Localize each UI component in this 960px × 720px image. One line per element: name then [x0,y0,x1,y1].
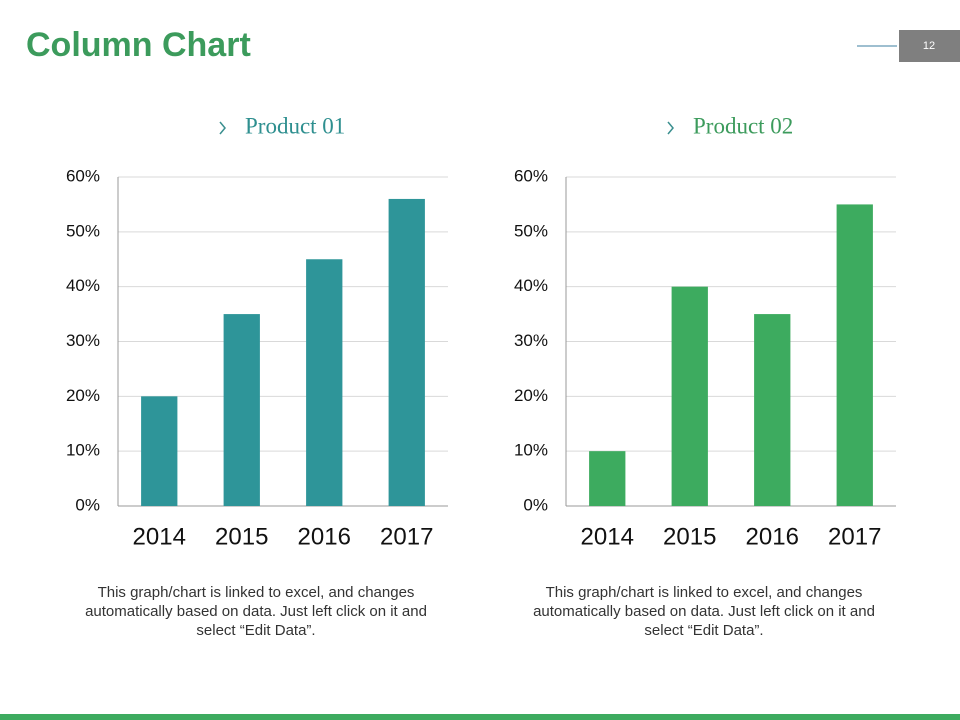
page-number-box [899,30,960,62]
y-tick-label: 20% [514,386,548,405]
bottom-bar [0,714,960,720]
x-tick-label: 2016 [746,523,799,550]
bar [754,314,791,506]
x-tick-label: 2017 [828,523,881,550]
chart-title: Product 01 [245,113,345,138]
bar [223,314,260,506]
y-tick-label: 60% [66,166,100,185]
y-tick-label: 30% [514,331,548,350]
y-tick-label: 0% [523,495,548,514]
x-tick-label: 2014 [133,523,186,550]
x-tick-label: 2015 [215,523,268,550]
title-chevron [667,121,674,135]
caption: This graph/chart is linked to excel, and… [85,584,427,639]
bar [141,396,178,506]
title-chevron [219,121,226,135]
y-tick-label: 20% [66,386,100,405]
chart-title: Product 02 [693,113,793,138]
y-tick-label: 30% [66,331,100,350]
y-tick-label: 50% [514,221,548,240]
y-tick-label: 0% [75,495,100,514]
slide-title: Column Chart [26,26,251,64]
bar [388,198,425,506]
y-tick-label: 40% [66,276,100,295]
caption: This graph/chart is linked to excel, and… [533,584,875,639]
y-tick-label: 40% [514,276,548,295]
bar [589,451,626,506]
bar [671,286,708,506]
y-tick-label: 60% [514,166,548,185]
bar [836,204,873,506]
x-tick-label: 2015 [663,523,716,550]
y-tick-label: 10% [66,441,100,460]
x-tick-label: 2017 [380,523,433,550]
y-tick-label: 10% [514,441,548,460]
page-number: 12 [923,40,935,52]
x-tick-label: 2014 [581,523,634,550]
x-tick-label: 2016 [298,523,351,550]
y-tick-label: 50% [66,221,100,240]
bar [306,259,343,506]
